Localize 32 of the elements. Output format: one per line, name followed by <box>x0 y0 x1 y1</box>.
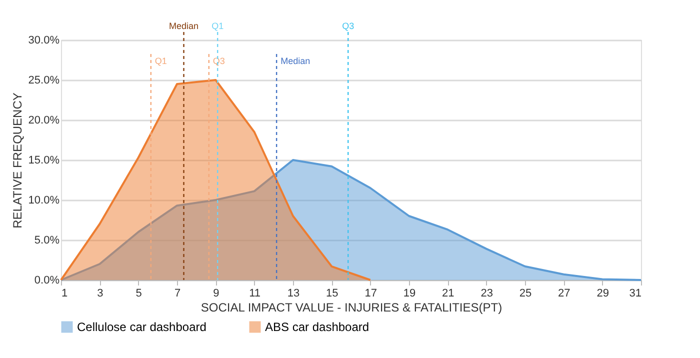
x-tick-label: 7 <box>174 288 181 300</box>
x-tick-label: 5 <box>136 288 142 300</box>
x-tick-label: 3 <box>97 288 104 300</box>
y-axis-title: RELATIVE FREQUENCY <box>10 92 24 228</box>
x-axis-title: SOCIAL IMPACT VALUE - INJURIES & FATALITIES(PT) <box>200 300 502 314</box>
x-tick-label: 19 <box>403 288 416 300</box>
legend-label: Cellulose car dashboard <box>77 320 206 334</box>
x-tick-label: 9 <box>213 288 220 300</box>
x-tick-label: 11 <box>249 288 261 300</box>
x-tick-label: 23 <box>480 288 493 300</box>
y-tick-label: 0.0% <box>34 274 60 286</box>
y-tick-label: 10.0% <box>28 194 60 206</box>
y-tick-label: 5.0% <box>34 234 60 246</box>
x-tick-label: 31 <box>629 288 642 300</box>
x-tick-label: 29 <box>596 288 609 300</box>
ref-line-label: Q1 <box>212 21 224 31</box>
ref-line-label: Median <box>280 56 310 66</box>
ref-line-label: Median <box>169 21 199 31</box>
x-tick-label: 17 <box>364 288 377 300</box>
x-tick-label: 25 <box>519 288 532 300</box>
ref-line-label: Q3 <box>342 21 354 31</box>
x-tick-label: 15 <box>326 288 338 300</box>
x-tick-label: 27 <box>558 288 570 300</box>
x-tick-label: 1 <box>62 288 68 300</box>
y-tick-label: 25.0% <box>28 74 60 86</box>
y-tick-label: 30.0% <box>28 34 60 46</box>
y-tick-label: 20.0% <box>28 114 60 126</box>
x-tick-label: 13 <box>287 288 300 300</box>
legend-label: ABS car dashboard <box>265 320 370 334</box>
x-tick-label: 21 <box>442 288 454 300</box>
ref-line-label: Q1 <box>154 56 167 66</box>
y-tick-label: 15.0% <box>28 154 60 166</box>
